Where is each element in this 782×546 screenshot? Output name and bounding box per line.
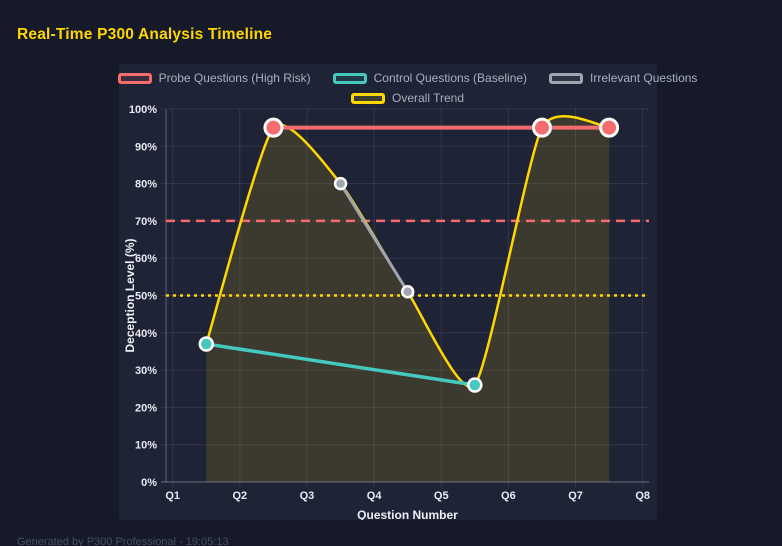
x-tick-label: Q3 xyxy=(300,490,315,502)
data-point-probe-questions-high-risk[interactable] xyxy=(531,117,552,138)
legend-label: Overall Trend xyxy=(391,91,465,105)
legend-label: Irrelevant Questions xyxy=(590,71,698,85)
x-tick-label: Q8 xyxy=(635,490,650,502)
legend-swatch-icon xyxy=(549,72,584,84)
x-tick-label: Q5 xyxy=(434,490,449,502)
legend-swatch-icon xyxy=(332,72,367,84)
legend-label: Probe Questions (High Risk) xyxy=(158,71,311,85)
x-tick-label: Q7 xyxy=(568,490,583,502)
legend-row-1: Probe Questions (High Risk) Control Quest… xyxy=(117,68,697,88)
x-axis-title: Question Number xyxy=(357,508,458,520)
y-tick-label: 60% xyxy=(135,253,157,265)
legend-swatch-icon xyxy=(117,72,152,84)
data-point-control-questions-baseline[interactable] xyxy=(467,377,483,393)
legend-item-irrelevant-questions[interactable]: Irrelevant Questions xyxy=(549,71,697,85)
series-line-control-questions-baseline xyxy=(204,342,477,387)
chart-legend: Probe Questions (High Risk) Control Quest… xyxy=(117,68,697,108)
series-line-irrelevant-questions xyxy=(339,182,410,294)
legend-item-control-questions-baseline[interactable]: Control Questions (Baseline) xyxy=(332,71,528,85)
p300-timeline-chart[interactable]: 0% 10% 20% 30% 40% 50% 60% 70% 80% 90% 100% Q1 Q2 Q3 Q… xyxy=(119,64,657,520)
trend-area-fill xyxy=(206,116,610,482)
page-title: Real-Time P300 Analysis Timeline xyxy=(17,26,273,43)
y-tick-label: 70% xyxy=(135,216,157,228)
y-tick-label: 90% xyxy=(135,141,157,153)
legend-item-probe-questions-high-risk[interactable]: Probe Questions (High Risk) xyxy=(117,71,311,85)
y-axis-title: Deception Level (%) xyxy=(123,238,137,352)
y-tick-label: 20% xyxy=(135,402,157,414)
y-tick-label: 0% xyxy=(141,477,157,489)
data-point-irrelevant-questions[interactable] xyxy=(400,285,415,299)
legend-item-overall-trend[interactable]: Overall Trend xyxy=(350,91,465,105)
y-tick-label: 30% xyxy=(135,365,157,377)
legend-swatch-icon xyxy=(350,92,385,104)
y-tick-label: 50% xyxy=(135,291,157,303)
y-tick-label: 100% xyxy=(129,104,157,116)
data-point-probe-questions-high-risk[interactable] xyxy=(599,117,620,138)
data-point-control-questions-baseline[interactable] xyxy=(198,336,215,352)
data-point-irrelevant-questions[interactable] xyxy=(333,176,348,191)
legend-label: Control Questions (Baseline) xyxy=(373,71,528,85)
x-tick-label: Q6 xyxy=(501,490,516,502)
footer-timestamp: Generated by P300 Professional - 19:05:1… xyxy=(17,536,229,546)
y-tick-label: 10% xyxy=(135,440,157,452)
x-tick-label: Q4 xyxy=(367,490,383,502)
x-tick-label: Q1 xyxy=(165,490,180,502)
y-tick-label: 40% xyxy=(135,328,157,340)
y-tick-label: 80% xyxy=(135,179,157,191)
data-point-probe-questions-high-risk[interactable] xyxy=(263,117,284,138)
legend-row-2: Overall Trend xyxy=(166,88,649,108)
chart-panel: Probe Questions (High Risk) Control Quest… xyxy=(117,64,697,520)
x-tick-label: Q2 xyxy=(232,490,247,502)
